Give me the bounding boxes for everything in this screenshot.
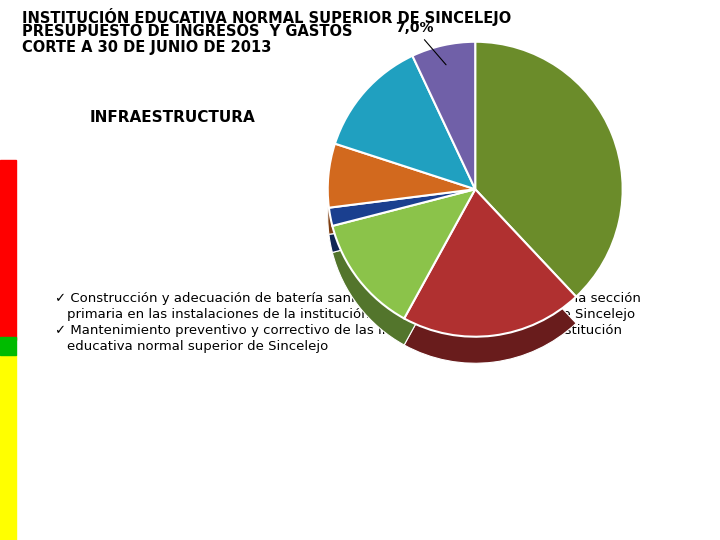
Text: educativa normal superior de Sincelejo: educativa normal superior de Sincelejo	[67, 340, 328, 353]
Text: INSTITUCIÓN EDUCATIVA NORMAL SUPERIOR DE SINCELEJO: INSTITUCIÓN EDUCATIVA NORMAL SUPERIOR DE…	[22, 8, 511, 26]
Wedge shape	[328, 170, 475, 234]
Wedge shape	[333, 189, 475, 319]
Wedge shape	[329, 189, 475, 226]
Bar	[0, 337, 16, 355]
Text: INFRAESTRUCTURA: INFRAESTRUCTURA	[90, 110, 256, 125]
Text: PRESUPUESTO DE INGRESOS  Y GASTOS: PRESUPUESTO DE INGRESOS Y GASTOS	[22, 24, 353, 39]
Wedge shape	[475, 42, 623, 297]
Text: ✓ Mantenimiento preventivo y correctivo de las instalaciones físicas de la insti: ✓ Mantenimiento preventivo y correctivo …	[55, 324, 622, 337]
Text: CORTE A 30 DE JUNIO DE 2013: CORTE A 30 DE JUNIO DE 2013	[22, 40, 271, 55]
Text: primaria en las instalaciones de la institución educativa normal superior de Sin: primaria en las instalaciones de la inst…	[67, 308, 635, 321]
Wedge shape	[413, 42, 475, 189]
Wedge shape	[404, 189, 576, 337]
Wedge shape	[335, 56, 475, 189]
Wedge shape	[328, 144, 475, 208]
Text: 7,0%: 7,0%	[395, 21, 446, 65]
Text: ✓ Construcción y adecuación de batería sanitaria en la sala de profesores de la : ✓ Construcción y adecuación de batería s…	[55, 292, 641, 305]
Bar	[0, 160, 16, 340]
Wedge shape	[404, 216, 576, 363]
Wedge shape	[329, 216, 475, 252]
Wedge shape	[333, 216, 475, 345]
Bar	[0, 355, 16, 540]
